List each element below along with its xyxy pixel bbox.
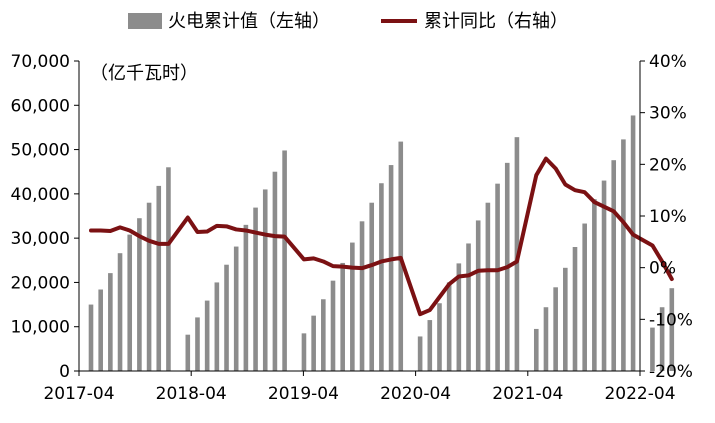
left-tick-label: 40,000 bbox=[11, 185, 70, 205]
bar-2021-10 bbox=[611, 160, 616, 371]
left-tick-label: 20,000 bbox=[11, 273, 70, 293]
bar-2021-02 bbox=[534, 329, 539, 371]
bar-2020-07 bbox=[466, 243, 471, 371]
bar-2018-07 bbox=[234, 247, 239, 371]
x-tick-label: 2019-04 bbox=[268, 384, 339, 404]
legend-bar-label: 火电累计值（左轴） bbox=[168, 11, 330, 32]
bar-2017-11 bbox=[156, 186, 161, 371]
legend-bar-swatch bbox=[128, 13, 162, 29]
bar-2020-09 bbox=[486, 203, 491, 371]
bar-2018-10 bbox=[263, 189, 268, 371]
right-tick-label: 30% bbox=[649, 104, 687, 124]
bar-2017-10 bbox=[147, 203, 152, 371]
bar-2018-06 bbox=[224, 265, 229, 371]
bar-2021-04 bbox=[553, 287, 558, 371]
bar-2017-09 bbox=[137, 218, 142, 371]
bar-2019-10 bbox=[379, 183, 384, 371]
bar-2021-07 bbox=[582, 224, 587, 371]
bar-2020-10 bbox=[495, 184, 500, 371]
bar-2020-08 bbox=[476, 220, 481, 371]
x-tick-label: 2020-04 bbox=[380, 384, 451, 404]
bar-2019-06 bbox=[340, 263, 345, 371]
bar-2017-07 bbox=[118, 253, 123, 371]
bar-2017-12 bbox=[166, 167, 171, 371]
bar-2017-05 bbox=[98, 290, 103, 371]
bar-2021-06 bbox=[573, 247, 578, 371]
left-tick-label: 70,000 bbox=[11, 52, 70, 72]
left-tick-label: 10,000 bbox=[11, 318, 70, 338]
right-tick-label: 20% bbox=[649, 155, 687, 175]
bar-2017-06 bbox=[108, 273, 113, 371]
left-tick-label: 0 bbox=[59, 362, 70, 382]
bar-2018-08 bbox=[244, 225, 249, 371]
bar-2019-02 bbox=[302, 333, 307, 371]
bar-2021-03 bbox=[544, 307, 549, 371]
bar-2019-07 bbox=[350, 243, 355, 371]
bar-2021-12 bbox=[631, 115, 636, 371]
unit-label: （亿千瓦时） bbox=[90, 63, 198, 84]
bar-2017-04 bbox=[89, 305, 94, 371]
bar-2018-05 bbox=[215, 282, 220, 371]
right-tick-label: -10% bbox=[649, 310, 693, 330]
bar-2018-03 bbox=[195, 317, 200, 371]
x-tick-label: 2022-04 bbox=[604, 384, 675, 404]
bar-2018-11 bbox=[273, 172, 278, 371]
bar-2019-03 bbox=[311, 316, 316, 371]
x-tick-label: 2018-04 bbox=[156, 384, 227, 404]
legend-line-label: 累计同比（右轴） bbox=[424, 11, 568, 32]
bar-2021-11 bbox=[621, 139, 626, 371]
bar-2018-12 bbox=[282, 150, 287, 371]
right-tick-label: 40% bbox=[649, 52, 687, 72]
bar-2019-08 bbox=[360, 221, 365, 371]
bar-2020-04 bbox=[437, 303, 442, 371]
left-tick-label: 30,000 bbox=[11, 229, 70, 249]
bar-2019-11 bbox=[389, 165, 394, 371]
x-tick-label: 2021-04 bbox=[492, 384, 563, 404]
bar-2021-08 bbox=[592, 199, 597, 371]
bar-2018-04 bbox=[205, 301, 210, 371]
right-tick-label: -20% bbox=[649, 362, 693, 382]
bar-2019-05 bbox=[331, 281, 336, 371]
left-tick-label: 50,000 bbox=[11, 141, 70, 161]
bar-2020-02 bbox=[418, 336, 423, 371]
bar-2019-04 bbox=[321, 299, 326, 371]
legend: 火电累计值（左轴） 累计同比（右轴） bbox=[128, 11, 568, 32]
x-tick-label: 2017-04 bbox=[43, 384, 114, 404]
bar-2021-05 bbox=[563, 268, 568, 371]
right-tick-label: 10% bbox=[649, 207, 687, 227]
bar-2017-08 bbox=[127, 235, 132, 371]
bar-2020-05 bbox=[447, 282, 452, 371]
bar-2019-09 bbox=[369, 203, 374, 371]
left-tick-label: 60,000 bbox=[11, 96, 70, 116]
bar-2020-03 bbox=[428, 320, 433, 371]
bar-2018-02 bbox=[186, 335, 191, 371]
bar-series bbox=[89, 115, 674, 371]
right-tick-label: 0% bbox=[649, 259, 676, 279]
